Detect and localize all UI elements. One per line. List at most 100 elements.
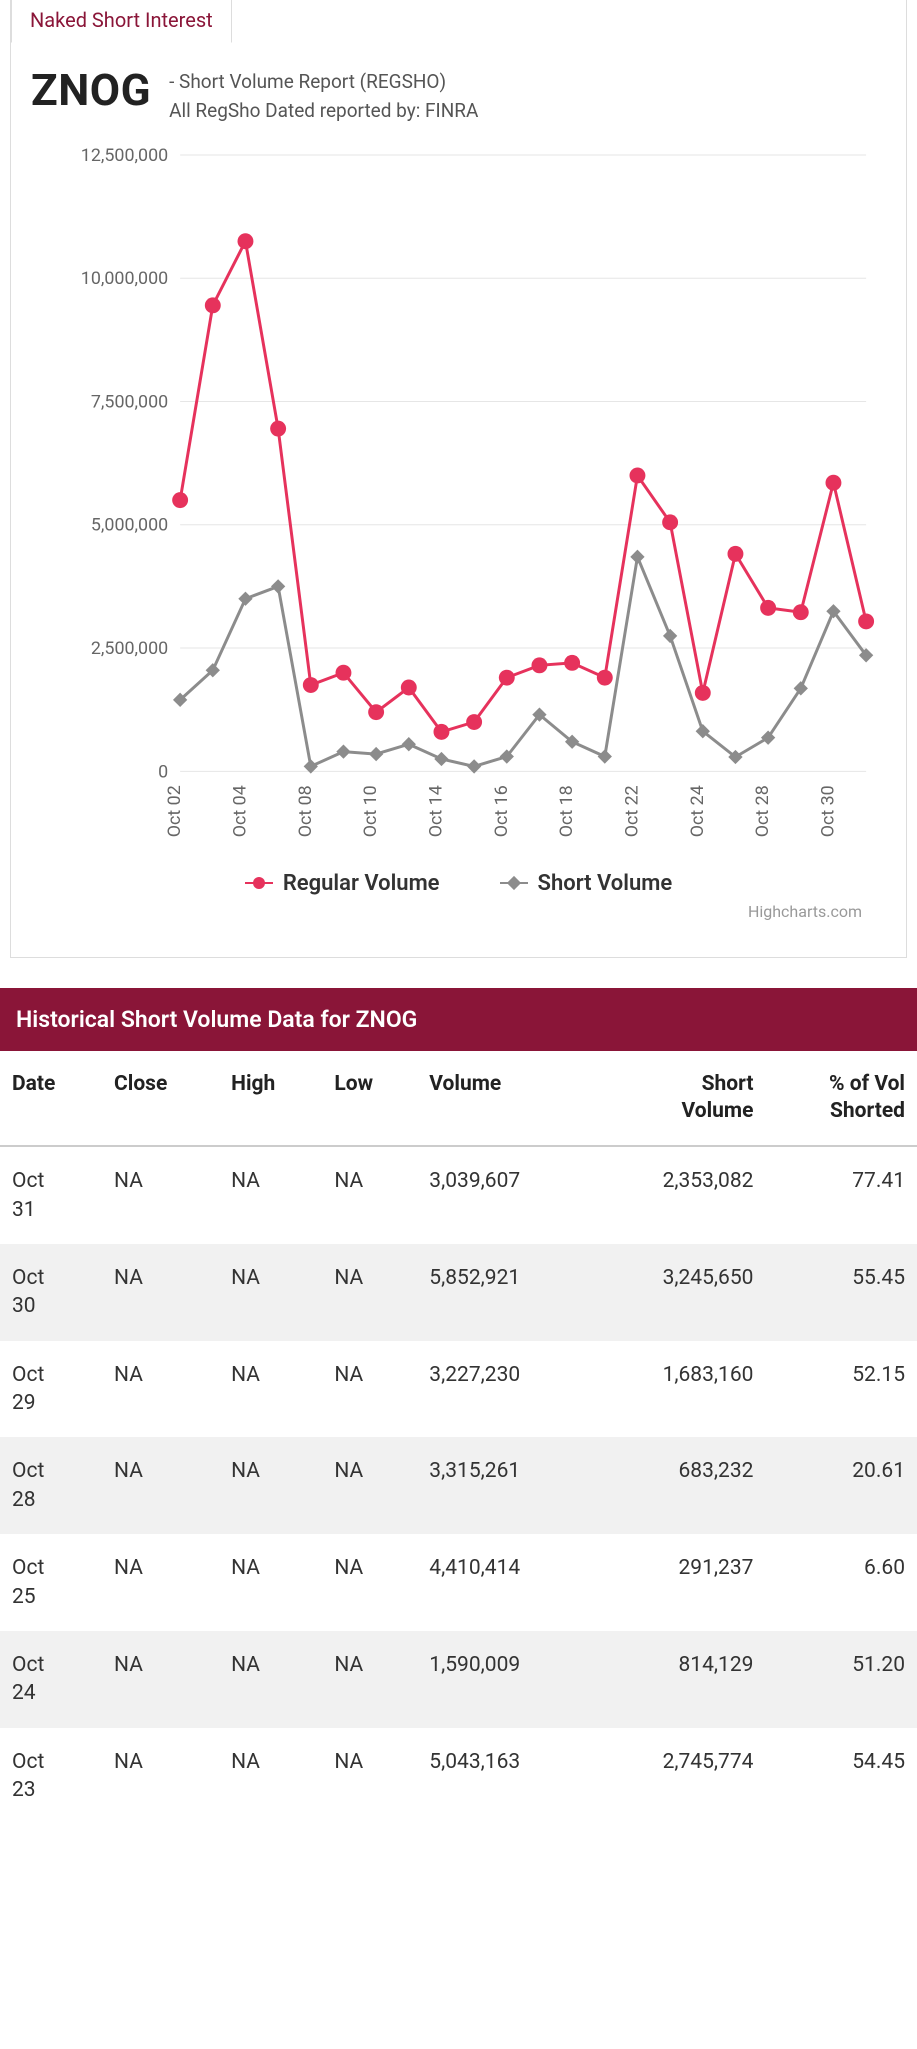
table-cell: NA	[322, 1728, 417, 1825]
table-row: Oct25NANANA4,410,414291,2376.60	[0, 1534, 917, 1631]
table-cell: Oct28	[0, 1437, 102, 1534]
table-cell: 3,245,650	[591, 1244, 765, 1341]
chart-credits: Highcharts.com	[31, 902, 886, 937]
table-cell: 77.41	[765, 1146, 917, 1244]
table-cell: NA	[219, 1631, 322, 1728]
table-cell: NA	[219, 1146, 322, 1244]
table-cell: NA	[219, 1437, 322, 1534]
table-row: Oct24NANANA1,590,009814,12951.20	[0, 1631, 917, 1728]
chart-svg: 0 2,500,000 5,000,000 7,500,000 10,000,000 12…	[31, 145, 886, 861]
table-cell: NA	[322, 1341, 417, 1438]
table-row: Oct23NANANA5,043,1632,745,77454.45	[0, 1728, 917, 1825]
table-cell: NA	[102, 1534, 219, 1631]
svg-text:Oct 24: Oct 24	[687, 785, 708, 837]
ticker-symbol: ZNOG	[31, 64, 151, 116]
table-cell: Oct23	[0, 1728, 102, 1825]
svg-text:Oct 02: Oct 02	[164, 785, 185, 837]
svg-text:Oct 28: Oct 28	[752, 785, 773, 837]
table-cell: 6.60	[765, 1534, 917, 1631]
table-cell: NA	[102, 1341, 219, 1438]
table-row: Oct28NANANA3,315,261683,23220.61	[0, 1437, 917, 1534]
column-header: Volume	[417, 1051, 591, 1147]
svg-text:Oct 14: Oct 14	[425, 785, 446, 837]
subtitle-line-1: - Short Volume Report (REGSHO)	[169, 68, 478, 97]
table-cell: 20.61	[765, 1437, 917, 1534]
report-panel: Naked Short Interest ZNOG - Short Volume…	[10, 0, 907, 958]
legend-swatch-regular	[245, 882, 273, 884]
table-row: Oct31NANANA3,039,6072,353,08277.41	[0, 1146, 917, 1244]
report-subtitle: - Short Volume Report (REGSHO) All RegSh…	[169, 64, 478, 125]
column-header: Close	[102, 1051, 219, 1147]
table-cell: NA	[102, 1146, 219, 1244]
svg-text:Oct 04: Oct 04	[229, 785, 250, 837]
table-cell: Oct24	[0, 1631, 102, 1728]
svg-text:Oct 30: Oct 30	[817, 785, 838, 837]
svg-text:Oct 10: Oct 10	[360, 785, 381, 837]
svg-text:Oct 08: Oct 08	[295, 785, 316, 837]
table-cell: Oct25	[0, 1534, 102, 1631]
svg-text:Oct 18: Oct 18	[556, 785, 577, 837]
table-title: Historical Short Volume Data for ZNOG	[0, 988, 917, 1051]
table-cell: 5,043,163	[417, 1728, 591, 1825]
table-cell: NA	[322, 1437, 417, 1534]
subtitle-line-2: All RegSho Dated reported by: FINRA	[169, 97, 478, 126]
historical-data-table: DateCloseHighLowVolumeShortVolume% of Vo…	[0, 1051, 917, 1824]
legend-swatch-short	[500, 882, 528, 884]
table-cell: 291,237	[591, 1534, 765, 1631]
table-cell: NA	[102, 1631, 219, 1728]
table-cell: Oct30	[0, 1244, 102, 1341]
table-cell: 5,852,921	[417, 1244, 591, 1341]
table-cell: 4,410,414	[417, 1534, 591, 1631]
table-cell: NA	[219, 1341, 322, 1438]
legend-short-volume[interactable]: Short Volume	[500, 871, 673, 896]
table-cell: 2,745,774	[591, 1728, 765, 1825]
svg-text:Oct 16: Oct 16	[491, 785, 512, 837]
svg-text:Oct 22: Oct 22	[621, 785, 642, 837]
table-row: Oct30NANANA5,852,9213,245,65055.45	[0, 1244, 917, 1341]
report-header: ZNOG - Short Volume Report (REGSHO) All …	[11, 44, 906, 135]
column-header: Low	[322, 1051, 417, 1147]
tab-bar: Naked Short Interest	[11, 0, 906, 43]
svg-text:7,500,000: 7,500,000	[91, 391, 168, 412]
chart-legend: Regular Volume Short Volume	[31, 861, 886, 902]
table-cell: NA	[322, 1146, 417, 1244]
table-cell: 814,129	[591, 1631, 765, 1728]
table-cell: 52.15	[765, 1341, 917, 1438]
table-cell: 51.20	[765, 1631, 917, 1728]
column-header: High	[219, 1051, 322, 1147]
table-cell: NA	[102, 1244, 219, 1341]
table-cell: NA	[102, 1437, 219, 1534]
svg-text:2,500,000: 2,500,000	[91, 638, 168, 659]
table-cell: NA	[322, 1244, 417, 1341]
legend-regular-volume[interactable]: Regular Volume	[245, 871, 440, 896]
svg-text:10,000,000: 10,000,000	[81, 268, 168, 289]
table-row: Oct29NANANA3,227,2301,683,16052.15	[0, 1341, 917, 1438]
tab-naked-short-interest[interactable]: Naked Short Interest	[11, 0, 232, 43]
table-cell: 1,683,160	[591, 1341, 765, 1438]
table-cell: 3,039,607	[417, 1146, 591, 1244]
table-cell: 55.45	[765, 1244, 917, 1341]
legend-label-regular: Regular Volume	[283, 871, 440, 896]
table-cell: 54.45	[765, 1728, 917, 1825]
column-header: % of VolShorted	[765, 1051, 917, 1147]
table-cell: NA	[219, 1728, 322, 1825]
table-cell: Oct29	[0, 1341, 102, 1438]
table-cell: 683,232	[591, 1437, 765, 1534]
table-cell: 2,353,082	[591, 1146, 765, 1244]
volume-chart: 0 2,500,000 5,000,000 7,500,000 10,000,000 12…	[11, 135, 906, 957]
table-cell: NA	[219, 1244, 322, 1341]
table-cell: NA	[219, 1534, 322, 1631]
svg-text:5,000,000: 5,000,000	[91, 515, 168, 536]
table-cell: NA	[322, 1534, 417, 1631]
table-cell: 3,315,261	[417, 1437, 591, 1534]
table-cell: NA	[322, 1631, 417, 1728]
legend-label-short: Short Volume	[538, 871, 673, 896]
table-cell: 1,590,009	[417, 1631, 591, 1728]
svg-text:0: 0	[158, 761, 168, 782]
historical-table-section: Historical Short Volume Data for ZNOG Da…	[0, 988, 917, 1824]
table-cell: Oct31	[0, 1146, 102, 1244]
table-cell: 3,227,230	[417, 1341, 591, 1438]
table-cell: NA	[102, 1728, 219, 1825]
column-header: Date	[0, 1051, 102, 1147]
svg-text:12,500,000: 12,500,000	[81, 145, 168, 166]
